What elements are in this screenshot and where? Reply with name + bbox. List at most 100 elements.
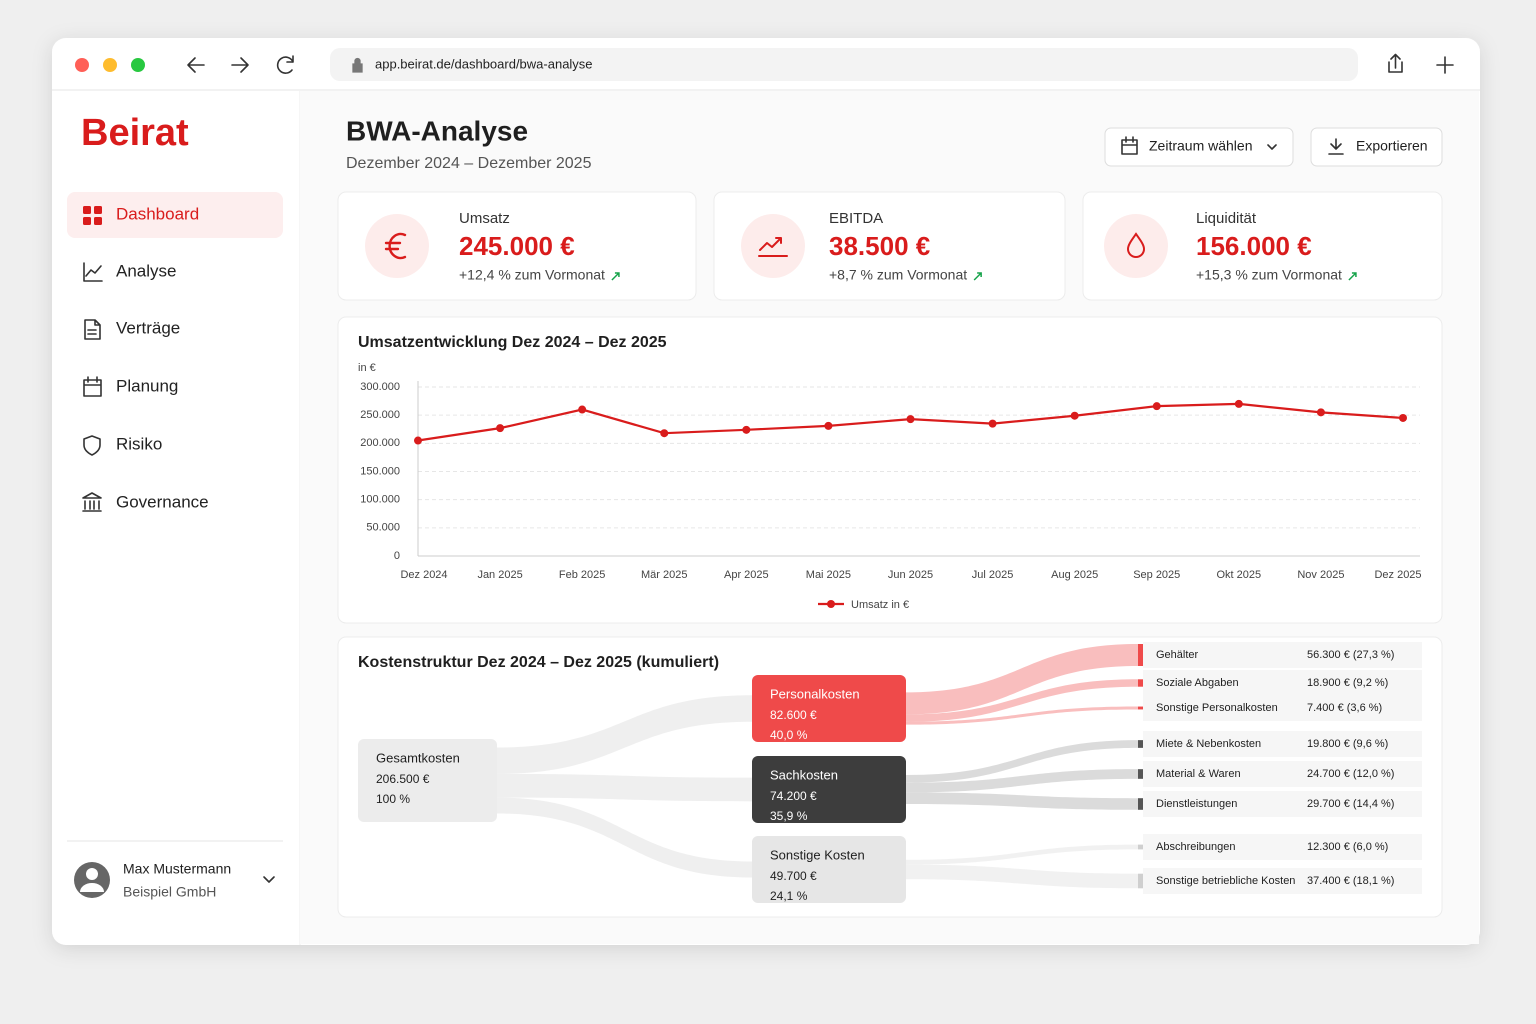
sankey-chart: Kostenstruktur Dez 2024 – Dez 2025 (kumu… (337, 636, 1443, 918)
zoom-dot[interactable] (131, 58, 145, 72)
kpi-change: +15,3 % zum Vormonat (1196, 267, 1342, 283)
data-point (496, 424, 505, 433)
flow (906, 864, 1138, 889)
y-tick-label: 50.000 (366, 522, 400, 534)
back-icon[interactable] (187, 57, 205, 73)
leaf-name: Soziale Abgaben (1156, 677, 1239, 689)
data-point (988, 419, 997, 428)
user-menu-chevron[interactable] (263, 876, 275, 883)
leaf-row (1143, 868, 1422, 894)
x-tick-label: Jul 2025 (972, 569, 1014, 581)
x-tick-label: Aug 2025 (1051, 569, 1098, 581)
node-name: Gesamtkosten (376, 750, 460, 765)
node (358, 739, 497, 822)
x-tick-label: Nov 2025 (1297, 569, 1344, 581)
data-point (824, 421, 833, 430)
leaf-marker (1138, 644, 1143, 666)
data-point (742, 425, 751, 434)
flow (906, 679, 1138, 722)
drop-icon (1126, 232, 1146, 258)
trend-arrow (973, 272, 982, 281)
node-name: Sachkosten (770, 767, 838, 782)
close-dot[interactable] (75, 58, 89, 72)
y-tick-label: 200.000 (360, 437, 400, 449)
x-tick-label: Jan 2025 (477, 569, 522, 581)
period-button[interactable] (1104, 127, 1294, 167)
leaf-value: 29.700 € (14,4 %) (1307, 798, 1394, 810)
node-value: 74.200 € (770, 789, 817, 803)
data-point (906, 415, 915, 424)
x-tick-label: Okt 2025 (1217, 569, 1262, 581)
x-tick-label: Jun 2025 (888, 569, 933, 581)
x-tick-label: Apr 2025 (724, 569, 769, 581)
leaf-name: Gehälter (1156, 649, 1199, 661)
export-button-label[interactable]: Exportieren (1356, 138, 1428, 154)
leaf-value: 37.400 € (18,1 %) (1307, 875, 1394, 887)
leaf-value: 18.900 € (9,2 %) (1307, 677, 1388, 689)
node-name: Personalkosten (770, 686, 860, 701)
nav-item[interactable]: Risiko (116, 434, 162, 453)
leaf-marker (1138, 844, 1143, 850)
leaf-marker (1138, 740, 1143, 748)
leaf-value: 56.300 € (27,3 %) (1307, 649, 1394, 661)
kpi-icon-bg (1104, 214, 1168, 278)
kpis: Umsatz 245.000 € +12,4 % zum Vormonat EBITD… (459, 210, 1357, 283)
page-subtitle: Dezember 2024 – Dezember 2025 (346, 155, 592, 172)
minimize-dot[interactable] (103, 58, 117, 72)
data-point (578, 405, 587, 414)
risiko-icon (83, 435, 101, 456)
node (752, 756, 906, 823)
leaf-name: Sonstige Personalkosten (1156, 702, 1278, 714)
node-value: 49.700 € (770, 869, 817, 883)
x-tick-label: Mär 2025 (641, 569, 687, 581)
x-tick-label: Mai 2025 (806, 569, 851, 581)
nav-item[interactable]: Verträge (116, 318, 180, 337)
nav-item[interactable]: Analyse (116, 261, 176, 280)
leaf-row (1143, 642, 1422, 668)
avatar-body (80, 883, 104, 892)
leaf-name: Sonstige betriebliche Kosten (1156, 875, 1295, 887)
kpi-label: Umsatz (459, 210, 510, 227)
y-tick-label: 150.000 (360, 465, 400, 477)
node-share: 35,9 % (770, 809, 808, 823)
leaf-row (1143, 791, 1422, 817)
export-button[interactable] (1310, 127, 1443, 167)
forward-icon[interactable] (231, 57, 249, 73)
leaf-name: Material & Waren (1156, 768, 1241, 780)
reload-icon[interactable] (276, 55, 294, 74)
kpi-change: +8,7 % zum Vormonat (829, 267, 967, 283)
kpi-label: Liquidität (1196, 210, 1257, 227)
flow (497, 695, 752, 774)
node-name: Sonstige Kosten (770, 847, 865, 862)
data-point (1152, 402, 1161, 411)
leaf-marker (1138, 798, 1143, 810)
trend-icon (758, 237, 788, 257)
period-chevron (1267, 144, 1277, 150)
y-axis-unit: in € (358, 362, 376, 374)
kpi-value: 156.000 € (1196, 231, 1312, 261)
kpi-value: 245.000 € (459, 231, 575, 261)
node-value: 82.600 € (770, 708, 817, 722)
period-button-label[interactable]: Zeitraum wählen (1149, 138, 1253, 154)
leaf-name: Dienstleistungen (1156, 798, 1237, 810)
flow (906, 644, 1138, 715)
chart-title: Kostenstruktur Dez 2024 – Dez 2025 (kumu… (358, 654, 719, 671)
x-tick-label: Dez 2025 (1374, 569, 1421, 581)
new-tab-icon[interactable] (1436, 56, 1454, 74)
share-icon[interactable] (1388, 53, 1403, 73)
leaf-marker (1138, 679, 1143, 687)
nav-item[interactable]: Planung (116, 376, 178, 395)
trend-arrow (611, 272, 620, 281)
data-point (1070, 411, 1079, 420)
url-bar[interactable] (330, 48, 1358, 81)
nav-item[interactable]: Governance (116, 492, 209, 511)
avatar-head (86, 868, 98, 880)
kpi-label: EBITDA (829, 210, 883, 227)
chart-title: Umsatzentwicklung Dez 2024 – Dez 2025 (358, 334, 667, 351)
flow (906, 740, 1138, 783)
leaf-row (1143, 834, 1422, 860)
calendar-icon (1121, 136, 1138, 155)
nav-item[interactable]: Dashboard (116, 204, 199, 223)
